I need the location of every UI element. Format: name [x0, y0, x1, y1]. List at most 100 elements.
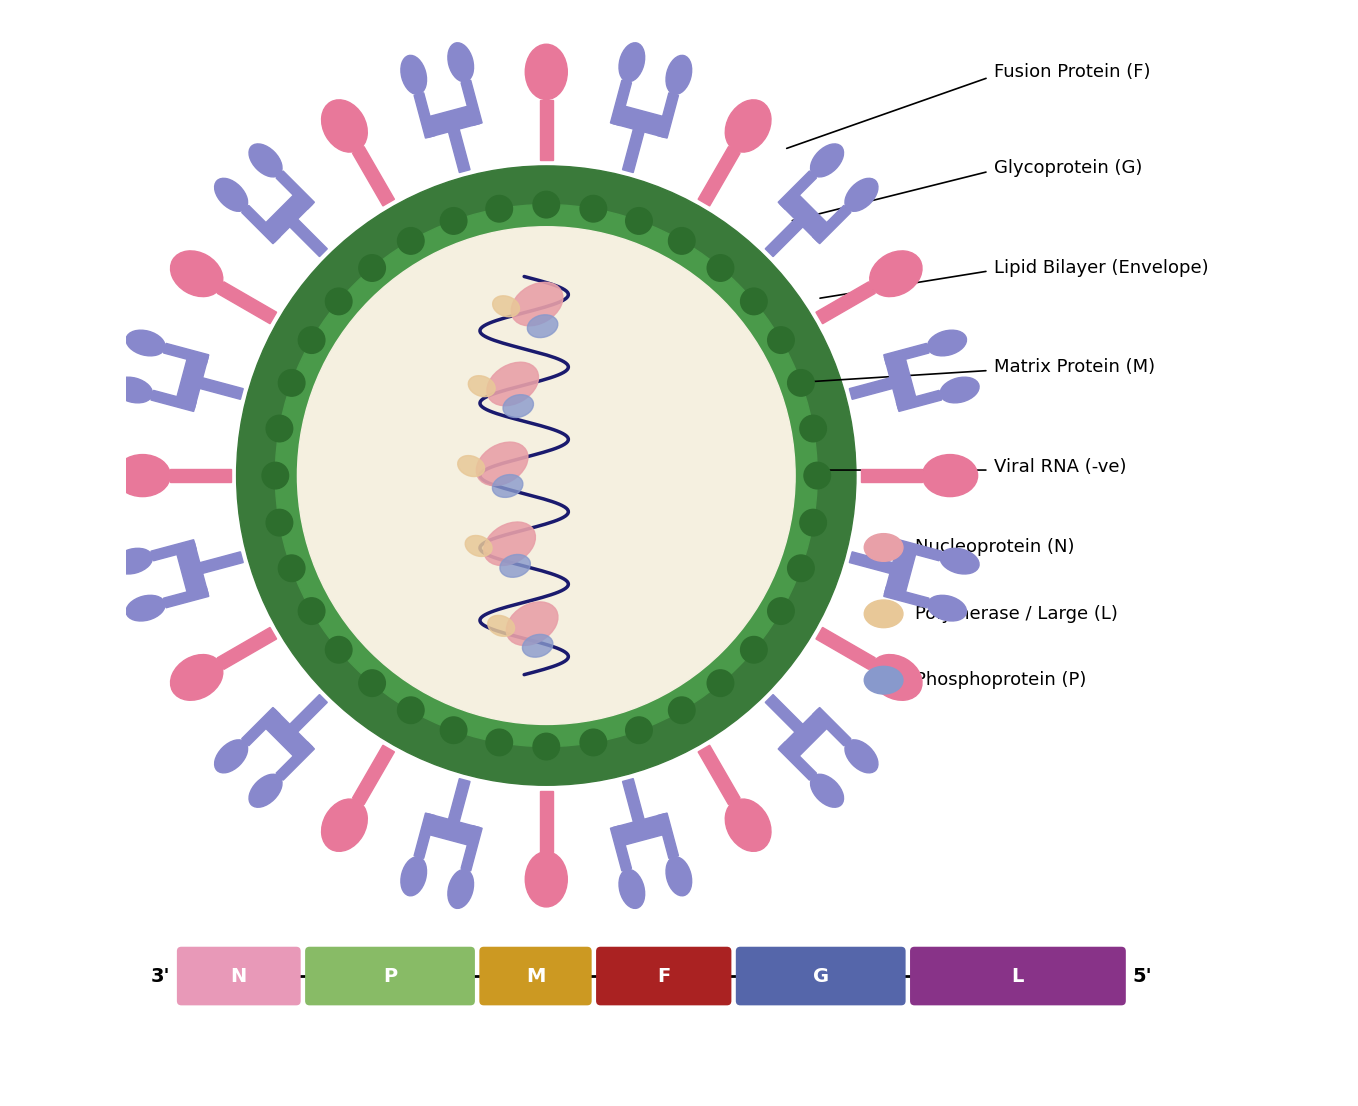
Text: 5': 5': [1133, 967, 1152, 985]
Polygon shape: [812, 708, 851, 745]
Circle shape: [767, 597, 794, 624]
Polygon shape: [884, 542, 918, 599]
Ellipse shape: [322, 799, 367, 852]
Circle shape: [800, 415, 827, 441]
FancyBboxPatch shape: [596, 947, 732, 1005]
Polygon shape: [414, 813, 435, 858]
Polygon shape: [462, 826, 482, 870]
FancyBboxPatch shape: [479, 947, 592, 1005]
Text: M: M: [526, 967, 545, 985]
Ellipse shape: [869, 655, 922, 700]
Polygon shape: [896, 540, 941, 561]
Text: F: F: [657, 967, 671, 985]
Circle shape: [767, 327, 794, 354]
Ellipse shape: [448, 43, 474, 82]
Polygon shape: [163, 587, 209, 608]
Ellipse shape: [477, 442, 528, 486]
Circle shape: [740, 289, 767, 315]
Circle shape: [278, 555, 306, 582]
Text: Fusion Protein (F): Fusion Protein (F): [994, 63, 1150, 81]
Circle shape: [740, 636, 767, 662]
Ellipse shape: [526, 852, 568, 907]
Polygon shape: [448, 779, 470, 822]
Text: Nucleoprotein (N): Nucleoprotein (N): [914, 539, 1074, 556]
FancyBboxPatch shape: [177, 947, 300, 1005]
Ellipse shape: [864, 534, 903, 562]
Ellipse shape: [922, 455, 978, 497]
Polygon shape: [217, 627, 277, 669]
Polygon shape: [884, 352, 918, 409]
Polygon shape: [170, 469, 231, 482]
Ellipse shape: [322, 100, 367, 153]
Polygon shape: [261, 190, 312, 242]
Polygon shape: [884, 343, 929, 364]
Ellipse shape: [869, 251, 922, 296]
Polygon shape: [289, 695, 327, 732]
Circle shape: [800, 510, 827, 536]
Ellipse shape: [458, 456, 485, 477]
Ellipse shape: [114, 549, 152, 574]
Polygon shape: [812, 206, 851, 243]
Circle shape: [326, 636, 352, 662]
Circle shape: [440, 717, 467, 743]
Polygon shape: [151, 540, 196, 561]
Ellipse shape: [493, 295, 520, 316]
Ellipse shape: [466, 535, 492, 556]
Ellipse shape: [500, 554, 531, 577]
Ellipse shape: [171, 655, 223, 700]
Polygon shape: [698, 147, 740, 206]
Ellipse shape: [493, 474, 523, 498]
Polygon shape: [414, 93, 435, 138]
Circle shape: [297, 227, 796, 724]
Ellipse shape: [448, 869, 474, 908]
Ellipse shape: [126, 331, 166, 356]
Ellipse shape: [483, 522, 535, 565]
Polygon shape: [896, 390, 941, 411]
Text: Phosphoprotein (P): Phosphoprotein (P): [914, 671, 1086, 689]
Ellipse shape: [665, 857, 691, 896]
Polygon shape: [778, 171, 816, 209]
Ellipse shape: [215, 740, 247, 773]
Circle shape: [359, 254, 386, 281]
Ellipse shape: [811, 774, 843, 807]
Circle shape: [580, 729, 607, 755]
Polygon shape: [779, 709, 832, 761]
Text: N: N: [231, 967, 247, 985]
Circle shape: [668, 228, 695, 254]
Polygon shape: [657, 93, 679, 138]
Polygon shape: [200, 378, 243, 399]
Polygon shape: [151, 390, 196, 411]
Ellipse shape: [126, 595, 166, 620]
Polygon shape: [611, 81, 631, 125]
Ellipse shape: [527, 315, 558, 337]
Circle shape: [804, 462, 831, 489]
Polygon shape: [612, 104, 669, 137]
Polygon shape: [353, 147, 394, 206]
Text: G: G: [812, 967, 828, 985]
Ellipse shape: [511, 282, 562, 326]
Circle shape: [486, 729, 512, 755]
Circle shape: [359, 670, 386, 697]
Polygon shape: [200, 552, 243, 573]
Text: Lipid Bilayer (Envelope): Lipid Bilayer (Envelope): [994, 259, 1209, 276]
Polygon shape: [698, 745, 740, 804]
Ellipse shape: [811, 144, 843, 177]
Ellipse shape: [249, 144, 282, 177]
Polygon shape: [861, 469, 922, 482]
Polygon shape: [422, 104, 479, 137]
Circle shape: [266, 510, 293, 536]
Ellipse shape: [115, 455, 170, 497]
Ellipse shape: [940, 549, 979, 574]
Text: Polymerase / Large (L): Polymerase / Large (L): [914, 605, 1118, 623]
Polygon shape: [217, 282, 277, 324]
Polygon shape: [261, 709, 312, 761]
Circle shape: [236, 166, 856, 785]
Polygon shape: [422, 814, 479, 847]
Polygon shape: [766, 219, 803, 257]
Ellipse shape: [845, 740, 879, 773]
Polygon shape: [276, 171, 315, 209]
FancyBboxPatch shape: [306, 947, 475, 1005]
Ellipse shape: [114, 377, 152, 403]
Ellipse shape: [401, 55, 426, 94]
Circle shape: [326, 289, 352, 315]
